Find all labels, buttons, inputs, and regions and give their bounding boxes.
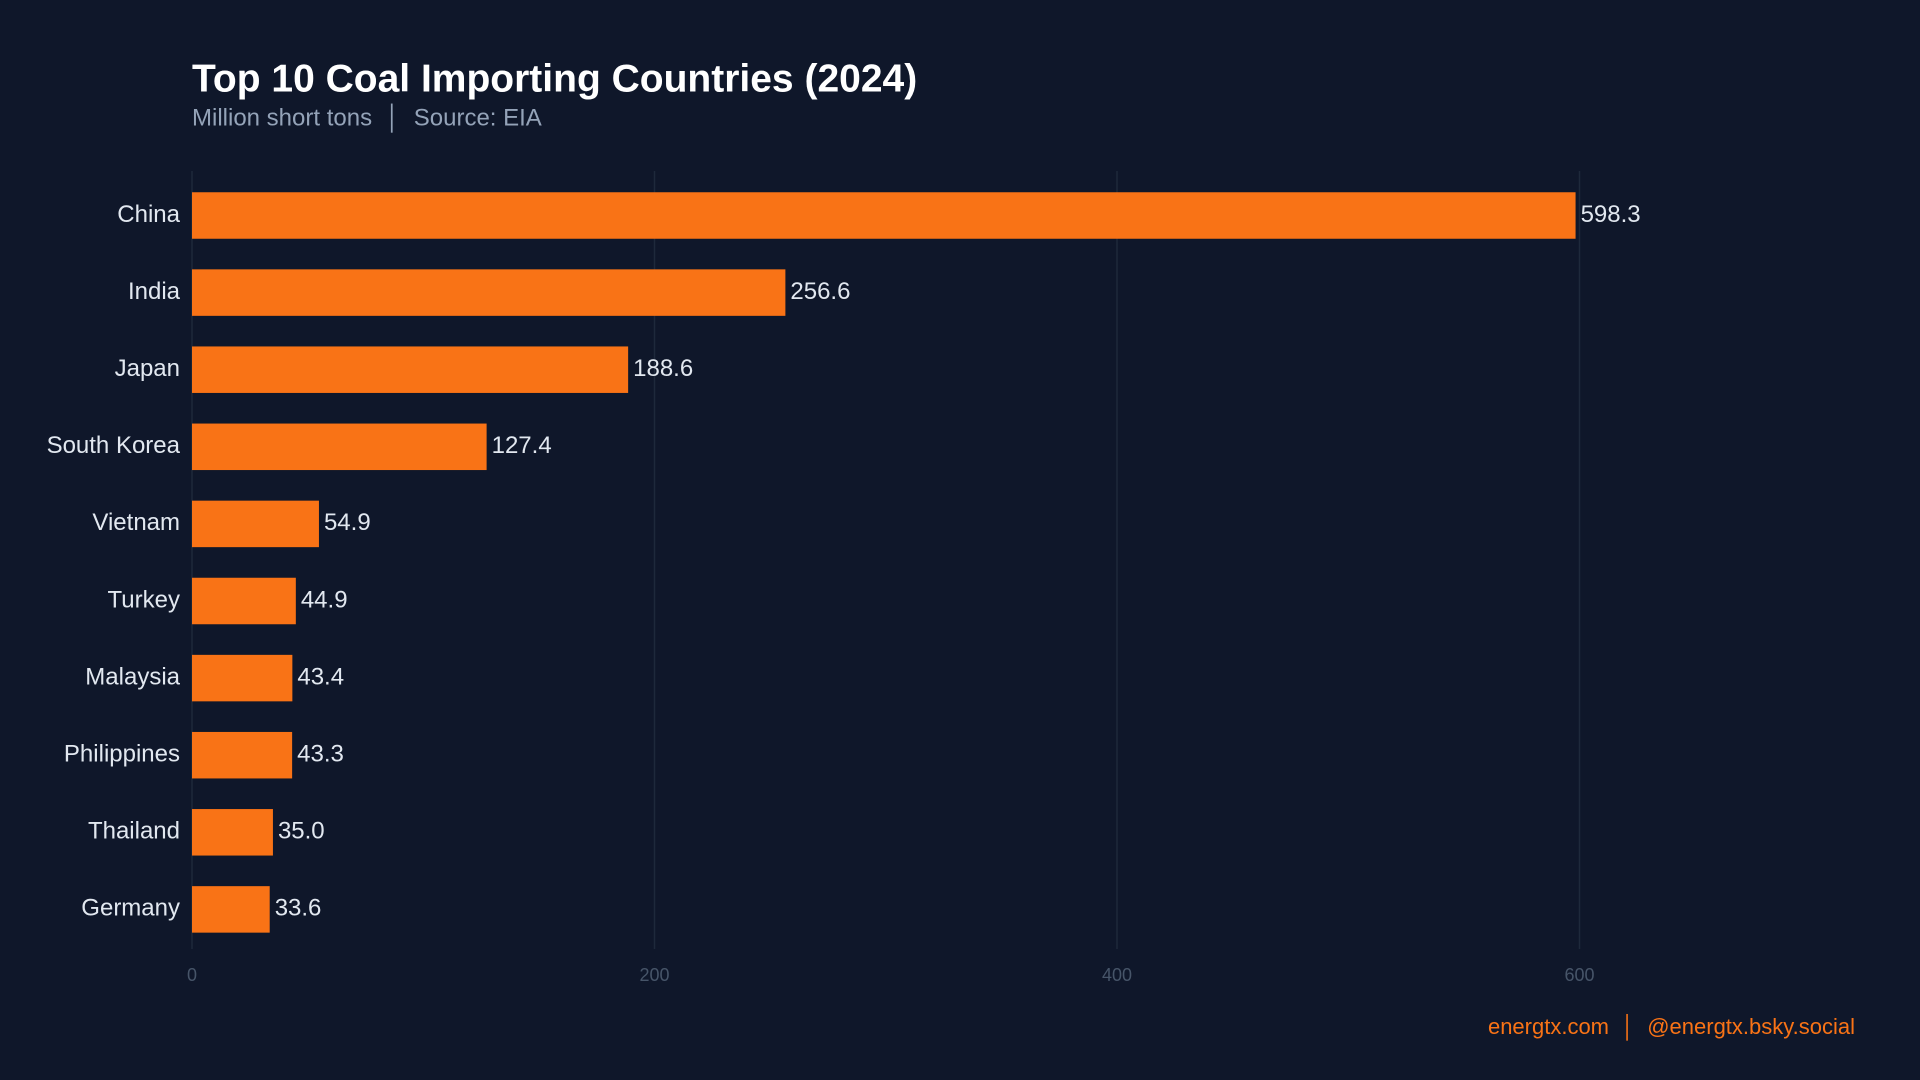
bar	[192, 500, 319, 548]
value-label: 127.4	[492, 432, 552, 459]
value-label: 33.6	[275, 895, 322, 922]
chart-title: Top 10 Coal Importing Countries (2024)	[192, 57, 917, 100]
y-tick-label: Germany	[81, 895, 180, 922]
x-tick-label: 200	[639, 965, 669, 985]
value-label: 598.3	[1581, 201, 1641, 228]
y-tick-label: Vietnam	[92, 509, 180, 536]
bar	[192, 731, 293, 779]
x-tick-label: 400	[1102, 965, 1132, 985]
x-tick-label: 600	[1564, 965, 1594, 985]
y-tick-label: India	[128, 278, 181, 305]
caption: energtx.com │ @energtx.bsky.social	[1488, 1013, 1855, 1041]
y-tick-label: China	[117, 201, 180, 228]
bar	[192, 654, 293, 702]
y-tick-label: Japan	[115, 355, 180, 382]
y-tick-label: Turkey	[108, 586, 180, 613]
bar	[192, 423, 487, 471]
bar	[192, 346, 629, 393]
chart-subtitle: Million short tons │ Source: EIA	[192, 103, 542, 133]
value-label: 44.9	[301, 586, 348, 613]
x-tick-label: 0	[187, 965, 197, 985]
bar	[192, 269, 786, 316]
y-tick-label: South Korea	[47, 432, 181, 459]
value-label: 35.0	[278, 818, 325, 845]
value-label: 256.6	[790, 278, 850, 305]
bar	[192, 192, 1576, 239]
value-label: 54.9	[324, 509, 371, 536]
y-tick-label: Thailand	[88, 818, 180, 845]
value-label: 188.6	[633, 355, 693, 382]
bar	[192, 577, 296, 625]
bar	[192, 886, 270, 933]
y-tick-label: Malaysia	[85, 663, 180, 690]
y-tick-label: Philippines	[64, 741, 180, 768]
bar	[192, 809, 273, 856]
value-label: 43.3	[297, 741, 344, 768]
value-label: 43.4	[297, 663, 344, 690]
